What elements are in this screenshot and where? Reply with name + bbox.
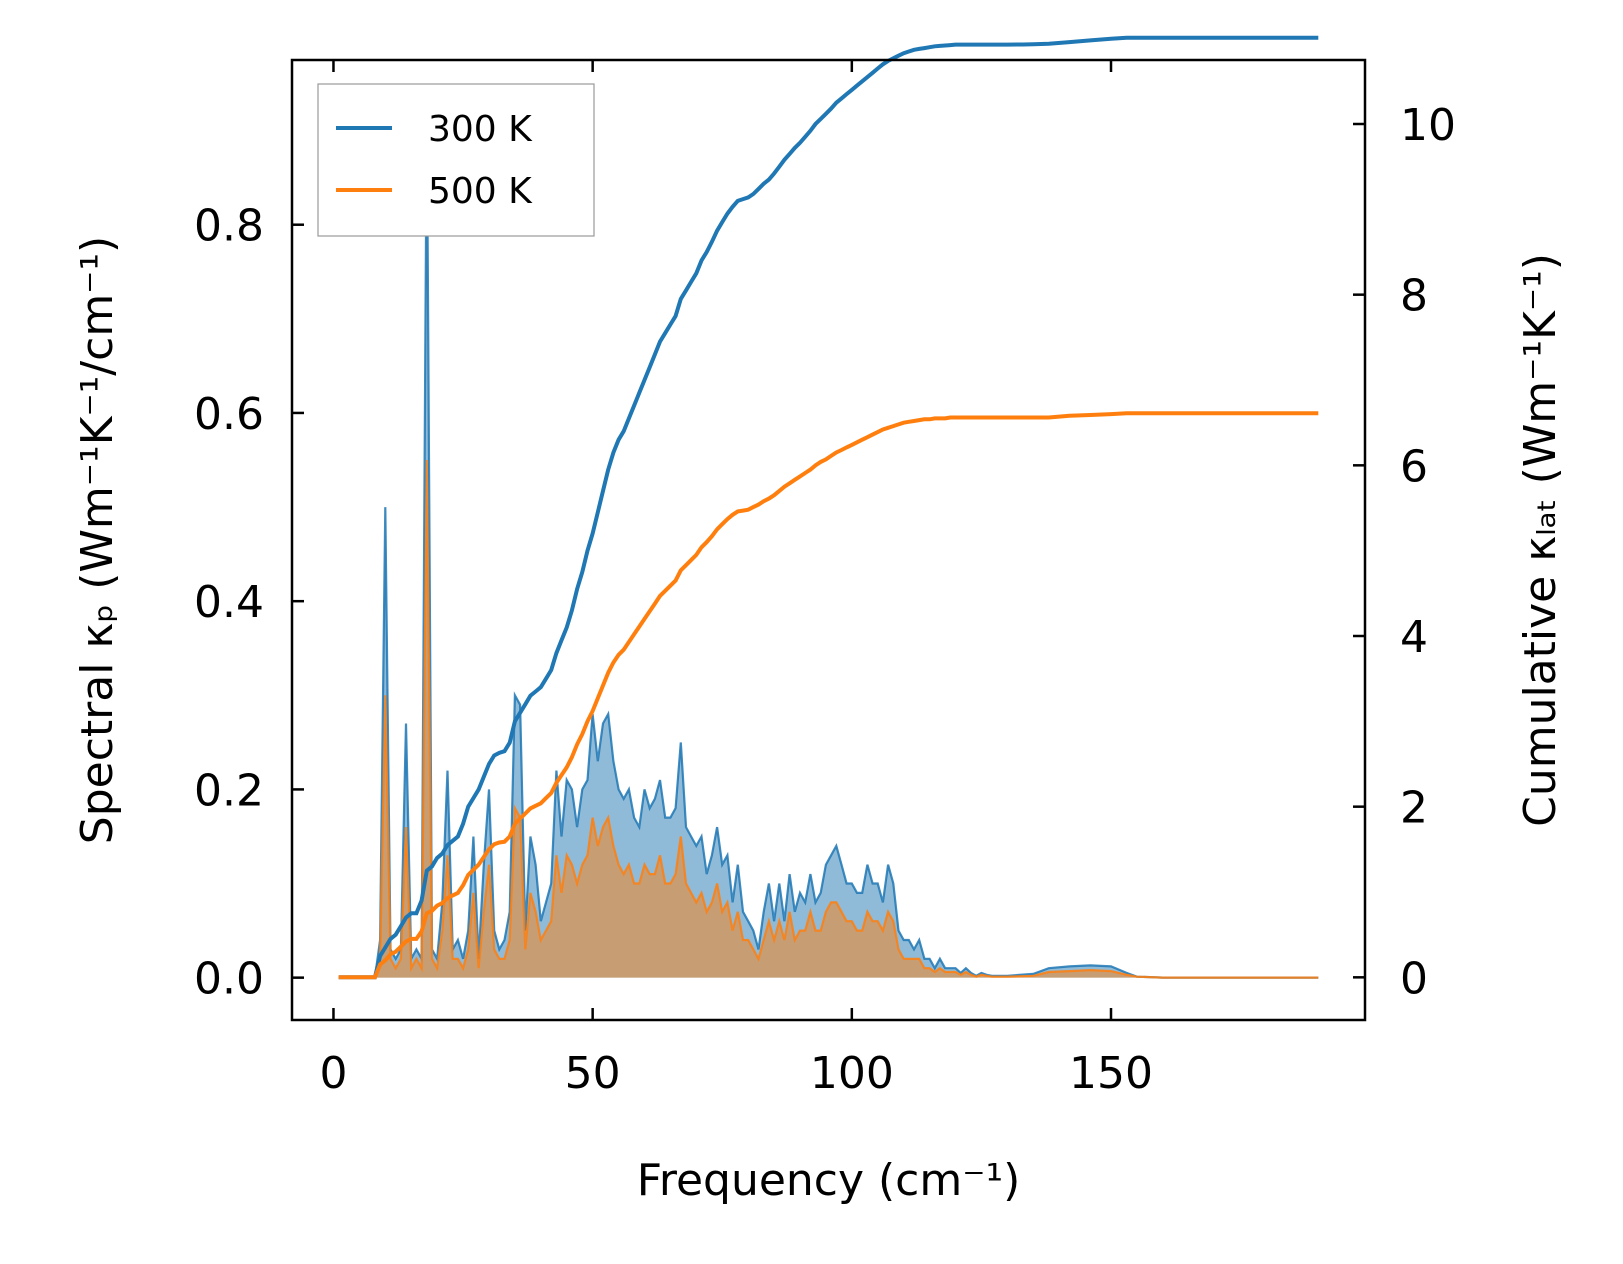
x-tick-label: 0: [319, 1048, 347, 1099]
legend-box: [317, 83, 595, 237]
y-axis-right-label: Cumulative κₗₐₜ (Wm⁻¹K⁻¹): [1515, 253, 1566, 827]
x-tick-label: 150: [1069, 1048, 1153, 1099]
legend: 300 K 500 K: [317, 83, 595, 237]
y-left-tick-label: 0.0: [194, 954, 264, 1005]
y-left-tick-label: 0.2: [194, 765, 264, 816]
spectral-line-500k: [338, 459, 1319, 979]
plot-area: [338, 35, 1319, 980]
x-tick-label: 50: [565, 1048, 621, 1099]
legend-label-300k: 300 K: [428, 109, 533, 150]
y-right-tick-label: 10: [1400, 100, 1456, 151]
spectral-line-300k: [338, 102, 1319, 979]
y-left-tick-label: 0.4: [194, 577, 264, 628]
y-right-tick-label: 6: [1400, 441, 1428, 492]
y-axis-left-label: Spectral κₚ (Wm⁻¹K⁻¹/cm⁻¹): [72, 236, 123, 844]
ticks: 0 50 100 150 0.0 0.2 0.4 0.6 0.8 0 2 4 6 8 10: [194, 60, 1456, 1099]
x-tick-label: 100: [810, 1048, 894, 1099]
y-right-tick-label: 2: [1400, 783, 1428, 834]
y-right-tick-label: 0: [1400, 953, 1428, 1004]
y-left-tick-label: 0.8: [194, 201, 264, 252]
y-right-tick-label: 4: [1400, 612, 1428, 663]
x-axis-label: Frequency (cm⁻¹): [637, 1155, 1021, 1206]
cumulative-line-300k: [338, 35, 1319, 980]
cumulative-line-500k: [338, 411, 1319, 980]
legend-label-500k: 500 K: [428, 171, 533, 212]
axes-frame: [290, 58, 1367, 1022]
y-left-tick-label: 0.6: [194, 389, 264, 440]
y-right-tick-label: 8: [1400, 271, 1428, 322]
